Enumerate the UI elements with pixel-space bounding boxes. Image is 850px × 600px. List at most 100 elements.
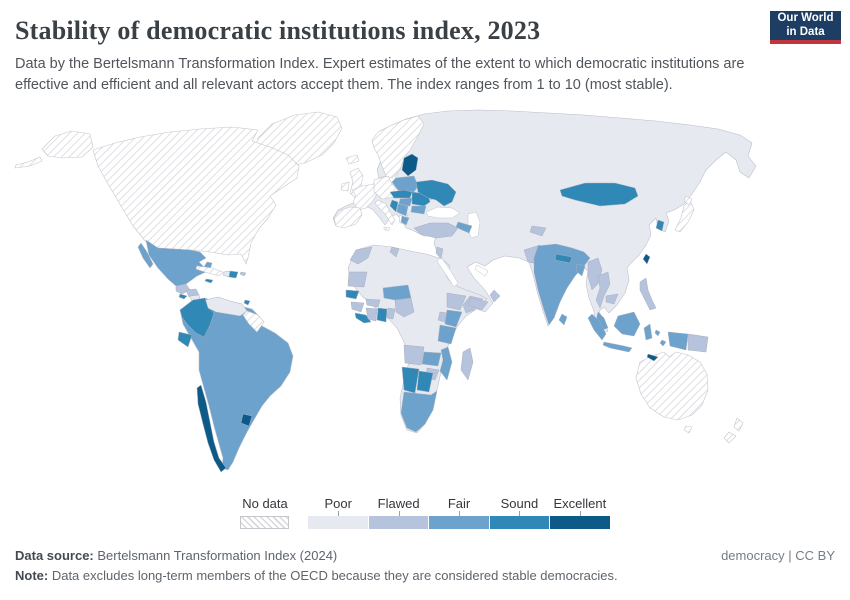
legend-swatch-excellent[interactable] xyxy=(550,516,610,529)
region-togo-benin[interactable] xyxy=(386,307,396,320)
region-tunisia[interactable] xyxy=(389,246,400,258)
region-maluku-1[interactable] xyxy=(654,329,661,337)
region-france[interactable] xyxy=(351,183,379,211)
region-philippines[interactable] xyxy=(639,277,657,311)
region-sulawesi[interactable] xyxy=(643,323,653,341)
region-italy[interactable] xyxy=(374,199,396,226)
region-venezuela[interactable] xyxy=(204,296,248,317)
region-madagascar[interactable] xyxy=(460,347,474,381)
region-thailand[interactable] xyxy=(595,271,611,309)
note-value: Data excludes long-term members of the O… xyxy=(48,568,618,583)
region-ecuador[interactable] xyxy=(177,331,193,348)
region-mauritania[interactable] xyxy=(347,271,368,288)
region-ukraine[interactable] xyxy=(415,179,457,207)
region-bangladesh[interactable] xyxy=(575,263,586,277)
region-baja-california[interactable] xyxy=(137,242,154,269)
region-kenya[interactable] xyxy=(444,309,463,328)
legend-swatch-poor[interactable] xyxy=(308,516,369,529)
region-ivory-coast[interactable] xyxy=(365,307,378,322)
region-iceland[interactable] xyxy=(345,154,360,165)
region-hungary[interactable] xyxy=(398,197,413,207)
region-dominican-republic[interactable] xyxy=(228,270,239,279)
region-maluku-2[interactable] xyxy=(659,339,667,347)
region-cambodia[interactable] xyxy=(605,293,619,305)
region-serbia-bosnia[interactable] xyxy=(396,203,409,217)
region-taiwan[interactable] xyxy=(642,253,651,265)
region-jamaica[interactable] xyxy=(204,278,214,284)
region-sumatra[interactable] xyxy=(587,313,607,341)
region-guinea[interactable] xyxy=(350,301,365,313)
region-bulgaria[interactable] xyxy=(410,205,427,215)
region-malawi-mozambique[interactable] xyxy=(439,346,453,381)
region-nordics[interactable] xyxy=(371,115,425,179)
region-new-zealand-south[interactable] xyxy=(723,431,737,444)
region-sierra-leone-liberia[interactable] xyxy=(354,312,372,324)
region-ethiopia[interactable] xyxy=(446,292,467,311)
region-aleutians[interactable] xyxy=(14,156,43,169)
owid-logo[interactable]: Our World in Data xyxy=(770,11,841,44)
region-ireland[interactable] xyxy=(340,181,350,192)
region-chile[interactable] xyxy=(196,384,227,473)
region-trinidad[interactable] xyxy=(243,299,251,306)
legend-label-fair: Fair xyxy=(447,496,471,511)
license-link[interactable]: democracy | CC BY xyxy=(721,548,835,563)
region-new-zealand-north[interactable] xyxy=(733,417,744,432)
region-puerto-rico[interactable] xyxy=(239,271,247,277)
region-baltics[interactable] xyxy=(401,153,419,177)
region-papua-new-guinea[interactable] xyxy=(687,333,709,353)
data-source-label: Data source: xyxy=(15,548,94,563)
region-uruguay[interactable] xyxy=(240,413,253,427)
region-kyrgyzstan[interactable] xyxy=(529,225,547,237)
region-cuba[interactable] xyxy=(195,265,224,277)
region-botswana[interactable] xyxy=(416,370,434,393)
region-borneo[interactable] xyxy=(613,311,641,337)
region-burkina-faso[interactable] xyxy=(365,298,381,308)
region-angola[interactable] xyxy=(403,344,425,366)
region-uganda[interactable] xyxy=(437,311,448,323)
region-tanzania[interactable] xyxy=(437,324,457,345)
region-guianas[interactable] xyxy=(242,310,265,333)
region-nepal[interactable] xyxy=(554,253,573,264)
legend-label-sound: Sound xyxy=(500,496,539,511)
region-croatia[interactable] xyxy=(389,199,399,213)
region-sri-lanka[interactable] xyxy=(558,313,568,326)
legend-swatch-sound[interactable] xyxy=(489,516,551,529)
legend-swatch-flawed[interactable] xyxy=(368,516,430,529)
legend-color-bar xyxy=(308,516,610,529)
owid-logo-line2: in Data xyxy=(786,25,825,38)
region-mexico[interactable] xyxy=(145,239,213,287)
region-colombia[interactable] xyxy=(179,297,215,338)
region-hokkaido[interactable] xyxy=(683,195,693,206)
region-zambia[interactable] xyxy=(421,351,442,367)
region-morocco[interactable] xyxy=(349,246,373,265)
region-sicily[interactable] xyxy=(383,226,391,232)
region-java[interactable] xyxy=(602,341,633,353)
region-yemen[interactable] xyxy=(467,297,489,311)
region-niger[interactable] xyxy=(382,284,412,301)
region-tasmania[interactable] xyxy=(683,425,693,434)
region-south-korea[interactable] xyxy=(655,219,665,232)
region-caucasus[interactable] xyxy=(455,221,473,234)
region-india[interactable] xyxy=(533,243,591,326)
region-alaska[interactable] xyxy=(41,130,94,159)
legend-swatch-fair[interactable] xyxy=(429,516,490,529)
region-senegal[interactable] xyxy=(345,289,360,300)
region-australia[interactable] xyxy=(635,351,709,421)
region-israel-jordan[interactable] xyxy=(435,246,444,260)
region-albania[interactable] xyxy=(400,215,410,226)
region-mongolia[interactable] xyxy=(559,182,639,207)
region-west-papua[interactable] xyxy=(667,331,689,351)
region-czechia-slovakia[interactable] xyxy=(389,189,413,199)
region-iberia[interactable] xyxy=(333,206,363,229)
region-south-africa[interactable] xyxy=(400,390,438,433)
legend-no-data-swatch[interactable] xyxy=(240,516,289,529)
region-timor-leste[interactable] xyxy=(646,353,659,362)
region-turkey[interactable] xyxy=(413,222,459,239)
region-ghana[interactable] xyxy=(376,307,388,323)
region-el-salvador[interactable] xyxy=(178,293,188,300)
region-north-america[interactable] xyxy=(92,126,300,265)
region-oman[interactable] xyxy=(489,289,501,303)
region-myanmar[interactable] xyxy=(587,257,603,291)
region-nigeria[interactable] xyxy=(394,297,415,318)
